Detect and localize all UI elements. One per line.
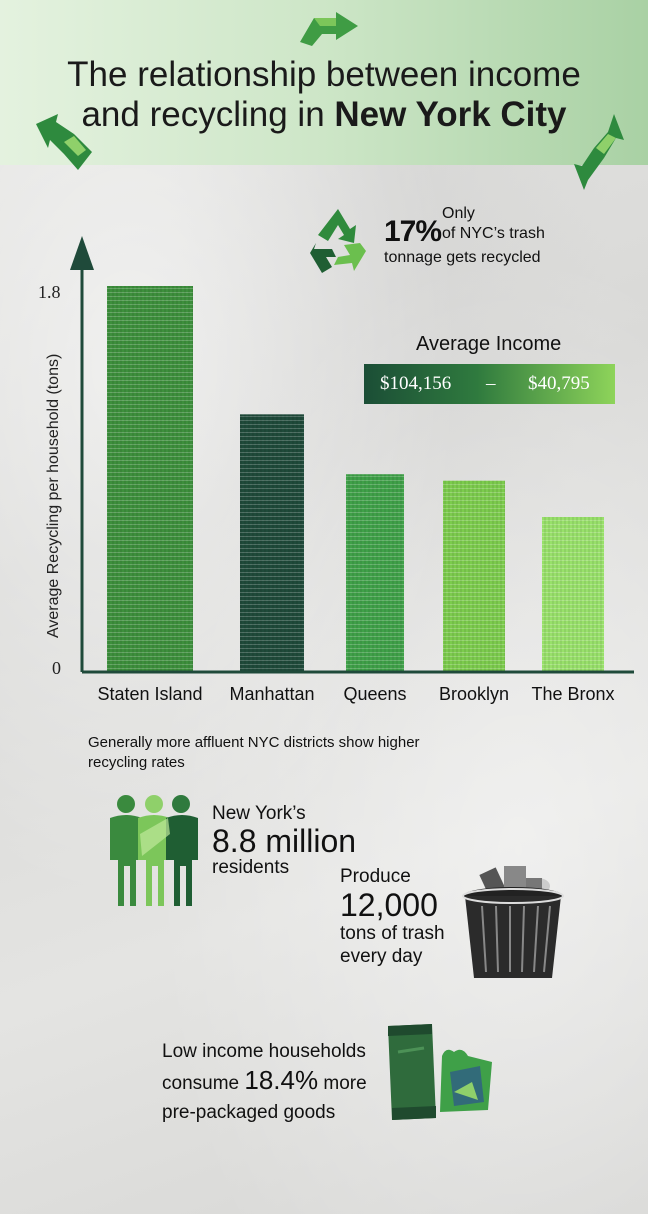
bar-manhattan bbox=[240, 414, 304, 671]
recycle-arrow-icon bbox=[574, 114, 624, 190]
residents-line-3: residents bbox=[212, 857, 290, 878]
recycled-text-3: tonnage gets recycled bbox=[384, 249, 541, 266]
x-tick-label: The Bronx bbox=[531, 684, 614, 704]
trash-value: 12,000 bbox=[340, 887, 438, 923]
bar-staten-island bbox=[107, 286, 193, 671]
bar-brooklyn bbox=[443, 480, 505, 671]
page-title: The relationship between income and recy… bbox=[0, 55, 648, 135]
trash-stat: Produce 12,000 tons of trash every day bbox=[340, 866, 445, 968]
title-line-2: and recycling in New York City bbox=[0, 95, 648, 135]
recycled-text-1: Only bbox=[442, 205, 475, 222]
x-tick-label: Queens bbox=[343, 684, 406, 704]
lowincome-post: more bbox=[323, 1073, 367, 1094]
recycle-icon bbox=[310, 209, 366, 273]
title-city: New York City bbox=[334, 95, 567, 134]
lowincome-pre: consume bbox=[162, 1073, 240, 1094]
trash-can-icon bbox=[462, 866, 564, 978]
lowincome-line-1: Low income households bbox=[162, 1041, 366, 1062]
bar-queens bbox=[346, 474, 404, 671]
lowincome-value: 18.4% bbox=[244, 1065, 319, 1095]
title-line-1: The relationship between income bbox=[67, 55, 581, 94]
y-axis-arrow bbox=[70, 236, 94, 270]
residents-stat: New York’s 8.8 million residents bbox=[212, 803, 356, 879]
income-low: $40,795 bbox=[528, 373, 590, 394]
y-axis-label: Average Recycling per household (tons) bbox=[45, 354, 62, 638]
income-high: $104,156 bbox=[380, 373, 452, 394]
recycled-percent: 17% bbox=[384, 215, 442, 248]
people-icon bbox=[110, 795, 198, 906]
produce-line-3: tons of trash bbox=[340, 923, 445, 944]
lowincome-line-3: pre-packaged goods bbox=[162, 1102, 336, 1123]
income-label: Average Income bbox=[416, 333, 562, 355]
lowincome-line-2: consume 18.4% more bbox=[162, 1066, 367, 1098]
x-labels-group: Staten Island Manhattan Queens Brooklyn The … bbox=[97, 684, 614, 704]
recycling-bar-chart: 1.8 0 Average Recycling per household (t… bbox=[38, 236, 634, 704]
packaged-goods-icon bbox=[388, 1024, 492, 1120]
x-tick-label: Manhattan bbox=[229, 684, 314, 704]
income-separator: – bbox=[486, 373, 496, 394]
lowincome-stat: Low income households consume 18.4% more… bbox=[162, 1037, 367, 1127]
recycled-text-2: of NYC’s trash bbox=[442, 225, 545, 242]
recycle-arrow-icon bbox=[36, 114, 92, 170]
y-tick-max: 1.8 bbox=[38, 282, 61, 302]
chart-note: Generally more affluent NYC districts sh… bbox=[88, 734, 420, 771]
title-line-2-text: and recycling in bbox=[81, 95, 325, 134]
bars-group bbox=[107, 286, 604, 671]
produce-line-1: Produce bbox=[340, 866, 411, 887]
produce-line-4: every day bbox=[340, 946, 423, 967]
income-gradient-bar: $104,156 – $40,795 bbox=[364, 364, 615, 404]
recycle-arrow-icon bbox=[300, 12, 358, 46]
x-tick-label: Brooklyn bbox=[439, 684, 509, 704]
residents-value: 8.8 million bbox=[212, 823, 357, 859]
recycled-stat: 17% Only of NYC’s trash tonnage gets rec… bbox=[302, 205, 562, 280]
residents-line-1: New York’s bbox=[212, 803, 306, 824]
x-tick-label: Staten Island bbox=[97, 684, 202, 704]
bar-the-bronx bbox=[542, 517, 604, 671]
y-tick-min: 0 bbox=[52, 658, 61, 678]
